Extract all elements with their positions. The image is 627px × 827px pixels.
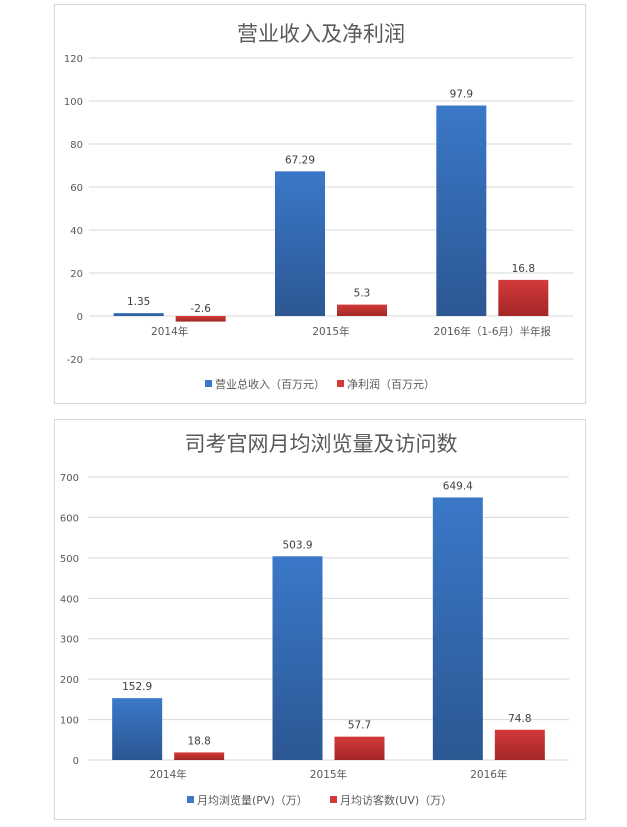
- chart-title: 司考官网月均浏览量及访问数: [185, 432, 458, 456]
- y-tick-label: 80: [70, 140, 83, 151]
- category-label: 2014年: [150, 768, 187, 781]
- bar-series1: [275, 171, 325, 316]
- bar-series2: [498, 279, 549, 316]
- legend-swatch: [187, 796, 194, 803]
- bar-series2: [175, 316, 226, 322]
- y-tick-label: 120: [64, 54, 83, 65]
- data-label: -2.6: [190, 303, 211, 315]
- data-label: 16.8: [512, 263, 535, 275]
- y-tick-label: 700: [60, 473, 79, 484]
- y-tick-label: 100: [60, 716, 79, 727]
- revenue-profit-chart: 营业收入及净利润 120 100 80 60 40 20 0 -20 2014年 1.35 -2.6 2…: [54, 4, 586, 404]
- y-tick-label: 200: [60, 675, 79, 686]
- bar-series1: [436, 105, 487, 316]
- y-tick-label: 0: [77, 312, 83, 323]
- category-label: 2015年: [310, 768, 347, 781]
- data-label: 1.35: [127, 296, 150, 308]
- data-label: 74.8: [508, 713, 531, 725]
- category-label: 2015年: [312, 325, 349, 338]
- legend-swatch: [205, 380, 212, 387]
- chart-title: 营业收入及净利润: [237, 22, 405, 46]
- revenue-profit-svg: 营业收入及净利润 120 100 80 60 40 20 0 -20 2014年 1.35 -2.6 2…: [64, 22, 573, 391]
- legend-label: 营业总收入（百万元）: [215, 377, 325, 391]
- legend-label: 月均访客数(UV)（万）: [340, 793, 452, 807]
- category-label: 2016年: [470, 768, 507, 781]
- y-tick-label: 40: [70, 226, 83, 237]
- y-tick-label: -20: [67, 355, 83, 366]
- data-label: 67.29: [285, 154, 315, 166]
- bar-series1: [113, 313, 164, 316]
- bar-series1: [112, 698, 163, 760]
- legend-swatch: [337, 380, 344, 387]
- y-tick-label: 600: [60, 513, 79, 524]
- data-label: 5.3: [354, 288, 371, 300]
- legend-label: 净利润（百万元）: [347, 377, 435, 391]
- data-label: 152.9: [122, 681, 152, 693]
- bar-series2: [337, 304, 387, 316]
- legend-label: 月均浏览量(PV)（万）: [197, 793, 308, 807]
- data-label: 649.4: [443, 480, 473, 492]
- y-tick-label: 400: [60, 594, 79, 605]
- y-tick-label: 100: [64, 97, 83, 108]
- legend-swatch: [330, 796, 337, 803]
- data-label: 18.8: [187, 735, 210, 747]
- bar-series2: [334, 736, 385, 760]
- bar-series2: [494, 729, 545, 760]
- data-label: 57.7: [348, 720, 371, 732]
- bar-series1: [272, 556, 323, 760]
- y-tick-label: 0: [73, 756, 79, 767]
- y-tick-label: 60: [70, 183, 83, 194]
- bar-series2: [174, 752, 225, 760]
- pageviews-visitors-chart: 司考官网月均浏览量及访问数 700 600 500 400 300 200 100 0 2014年…: [54, 419, 586, 820]
- bar-series1: [432, 497, 483, 760]
- category-label: 2016年（1-6月）半年报: [434, 325, 552, 338]
- y-tick-label: 20: [70, 269, 83, 280]
- data-label: 97.9: [450, 89, 473, 101]
- y-tick-label: 500: [60, 554, 79, 565]
- y-tick-label: 300: [60, 635, 79, 646]
- data-label: 503.9: [282, 539, 312, 551]
- category-label: 2014年: [151, 325, 188, 338]
- pageviews-visitors-svg: 司考官网月均浏览量及访问数 700 600 500 400 300 200 100 0 2014年…: [60, 432, 569, 807]
